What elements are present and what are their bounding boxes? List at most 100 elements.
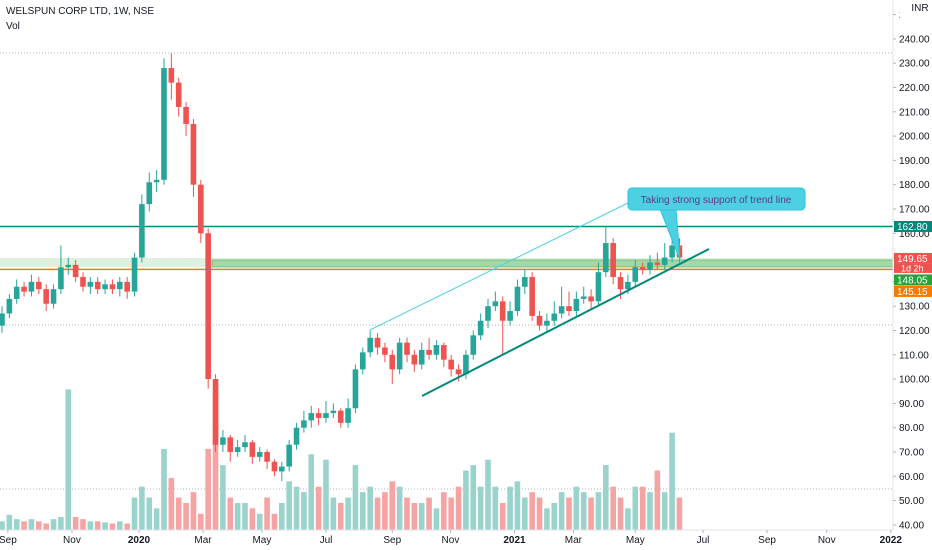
candle-body (411, 354, 418, 365)
volume-label: Vol (6, 21, 20, 32)
volume-bar (661, 492, 668, 530)
candle-body (28, 281, 35, 292)
candle-body (190, 123, 197, 185)
volume-bar (161, 448, 167, 530)
x-tick-label: 2021 (503, 535, 526, 546)
volume-bar (566, 497, 572, 530)
candle-body (50, 289, 57, 304)
candle-body (654, 262, 661, 265)
x-tick-label: Sep (0, 535, 17, 546)
time-axis: Sep Nov 2020 Mar May Jul Sep Nov 2021 Mar May Jul Se… (0, 530, 902, 546)
candle-body (499, 301, 506, 321)
volume-bar (168, 478, 175, 530)
candle-body (131, 257, 138, 292)
candle-body (337, 410, 344, 423)
candle-body (308, 413, 315, 421)
candle-body (580, 296, 587, 299)
x-tick-label: Jul (320, 535, 333, 546)
candle-body (175, 82, 182, 107)
price-tag-label: 148.05 (897, 275, 928, 286)
price-lines (0, 225, 893, 271)
candle-body (6, 298, 13, 314)
candle-body (264, 451, 270, 462)
candle-body (522, 277, 528, 287)
candle-body (80, 277, 86, 287)
candle-body (315, 413, 322, 418)
volume-bar (72, 517, 79, 530)
candle-body (418, 349, 425, 365)
candle-body (536, 315, 543, 326)
candle-body (21, 286, 27, 292)
candle-body (433, 345, 440, 355)
volume-bar (426, 497, 432, 530)
volume-bar (131, 497, 138, 530)
volume-bar (293, 486, 300, 530)
price-tag-label: 145.15 (897, 287, 928, 298)
candle-body (647, 262, 653, 270)
candle-body (0, 313, 5, 326)
callout-text: Taking strong support of trend line (641, 195, 792, 206)
candle-body (389, 354, 396, 370)
candle-body (426, 349, 432, 355)
volume-bar (249, 508, 256, 530)
volume-bar (418, 502, 425, 530)
candle-body (161, 68, 167, 180)
volume-bar (588, 497, 594, 530)
y-tick-label: 200.00 (899, 132, 930, 143)
x-tick-label: Nov (63, 535, 81, 546)
candle-body (374, 337, 381, 348)
volume-bar (212, 391, 219, 530)
volume-bar (558, 492, 565, 530)
candle-body (271, 461, 278, 472)
y-tick-label: 180.00 (899, 180, 930, 191)
volume-bar (146, 497, 153, 530)
y-tick-label: 170.00 (899, 204, 930, 215)
volume-bar (0, 521, 5, 530)
volume-bar (234, 502, 241, 530)
volume-bar (544, 508, 550, 530)
candle-body (65, 264, 72, 268)
support-trend-line (421, 248, 710, 397)
candle-body (220, 437, 226, 445)
y-tick-label: 220.00 (899, 83, 930, 94)
candle-body (441, 345, 447, 360)
candle-body (330, 410, 337, 414)
volume-bar (308, 454, 315, 530)
price-tag-label: 162.80 (897, 222, 928, 233)
y-tick-label: 90.00 (899, 399, 924, 410)
candle-body (109, 284, 116, 290)
y-tick-label: 80.00 (899, 423, 924, 434)
candle-body (669, 245, 675, 258)
candle-body (588, 296, 594, 302)
candle-body (183, 106, 189, 124)
candle-body (345, 408, 351, 423)
x-tick-label: Sep (383, 535, 401, 546)
volume-bar (529, 492, 535, 530)
volume-bar (485, 459, 491, 530)
candle-body (205, 233, 211, 380)
volume-bar (6, 514, 13, 530)
candle-body (72, 264, 79, 278)
candle-body (625, 281, 631, 290)
candle-body (382, 347, 388, 355)
candle-body (610, 243, 616, 278)
candle-body (13, 286, 20, 299)
candle-body (227, 437, 234, 452)
volume-bar (183, 502, 189, 530)
volume-bar (58, 517, 64, 530)
y-tick-label: 160.00 (899, 229, 930, 240)
countdown-tag (894, 263, 932, 273)
candle-body (102, 284, 108, 290)
volume-bar (286, 481, 292, 530)
volume-bar (463, 470, 469, 530)
candle-body (249, 442, 256, 457)
volume-bar (102, 522, 108, 530)
x-tick-label: 2022 (880, 535, 903, 546)
volume-bar (441, 492, 447, 530)
candle-body (256, 451, 263, 457)
candle-body (617, 277, 624, 290)
support-zone-highlight (211, 259, 894, 268)
